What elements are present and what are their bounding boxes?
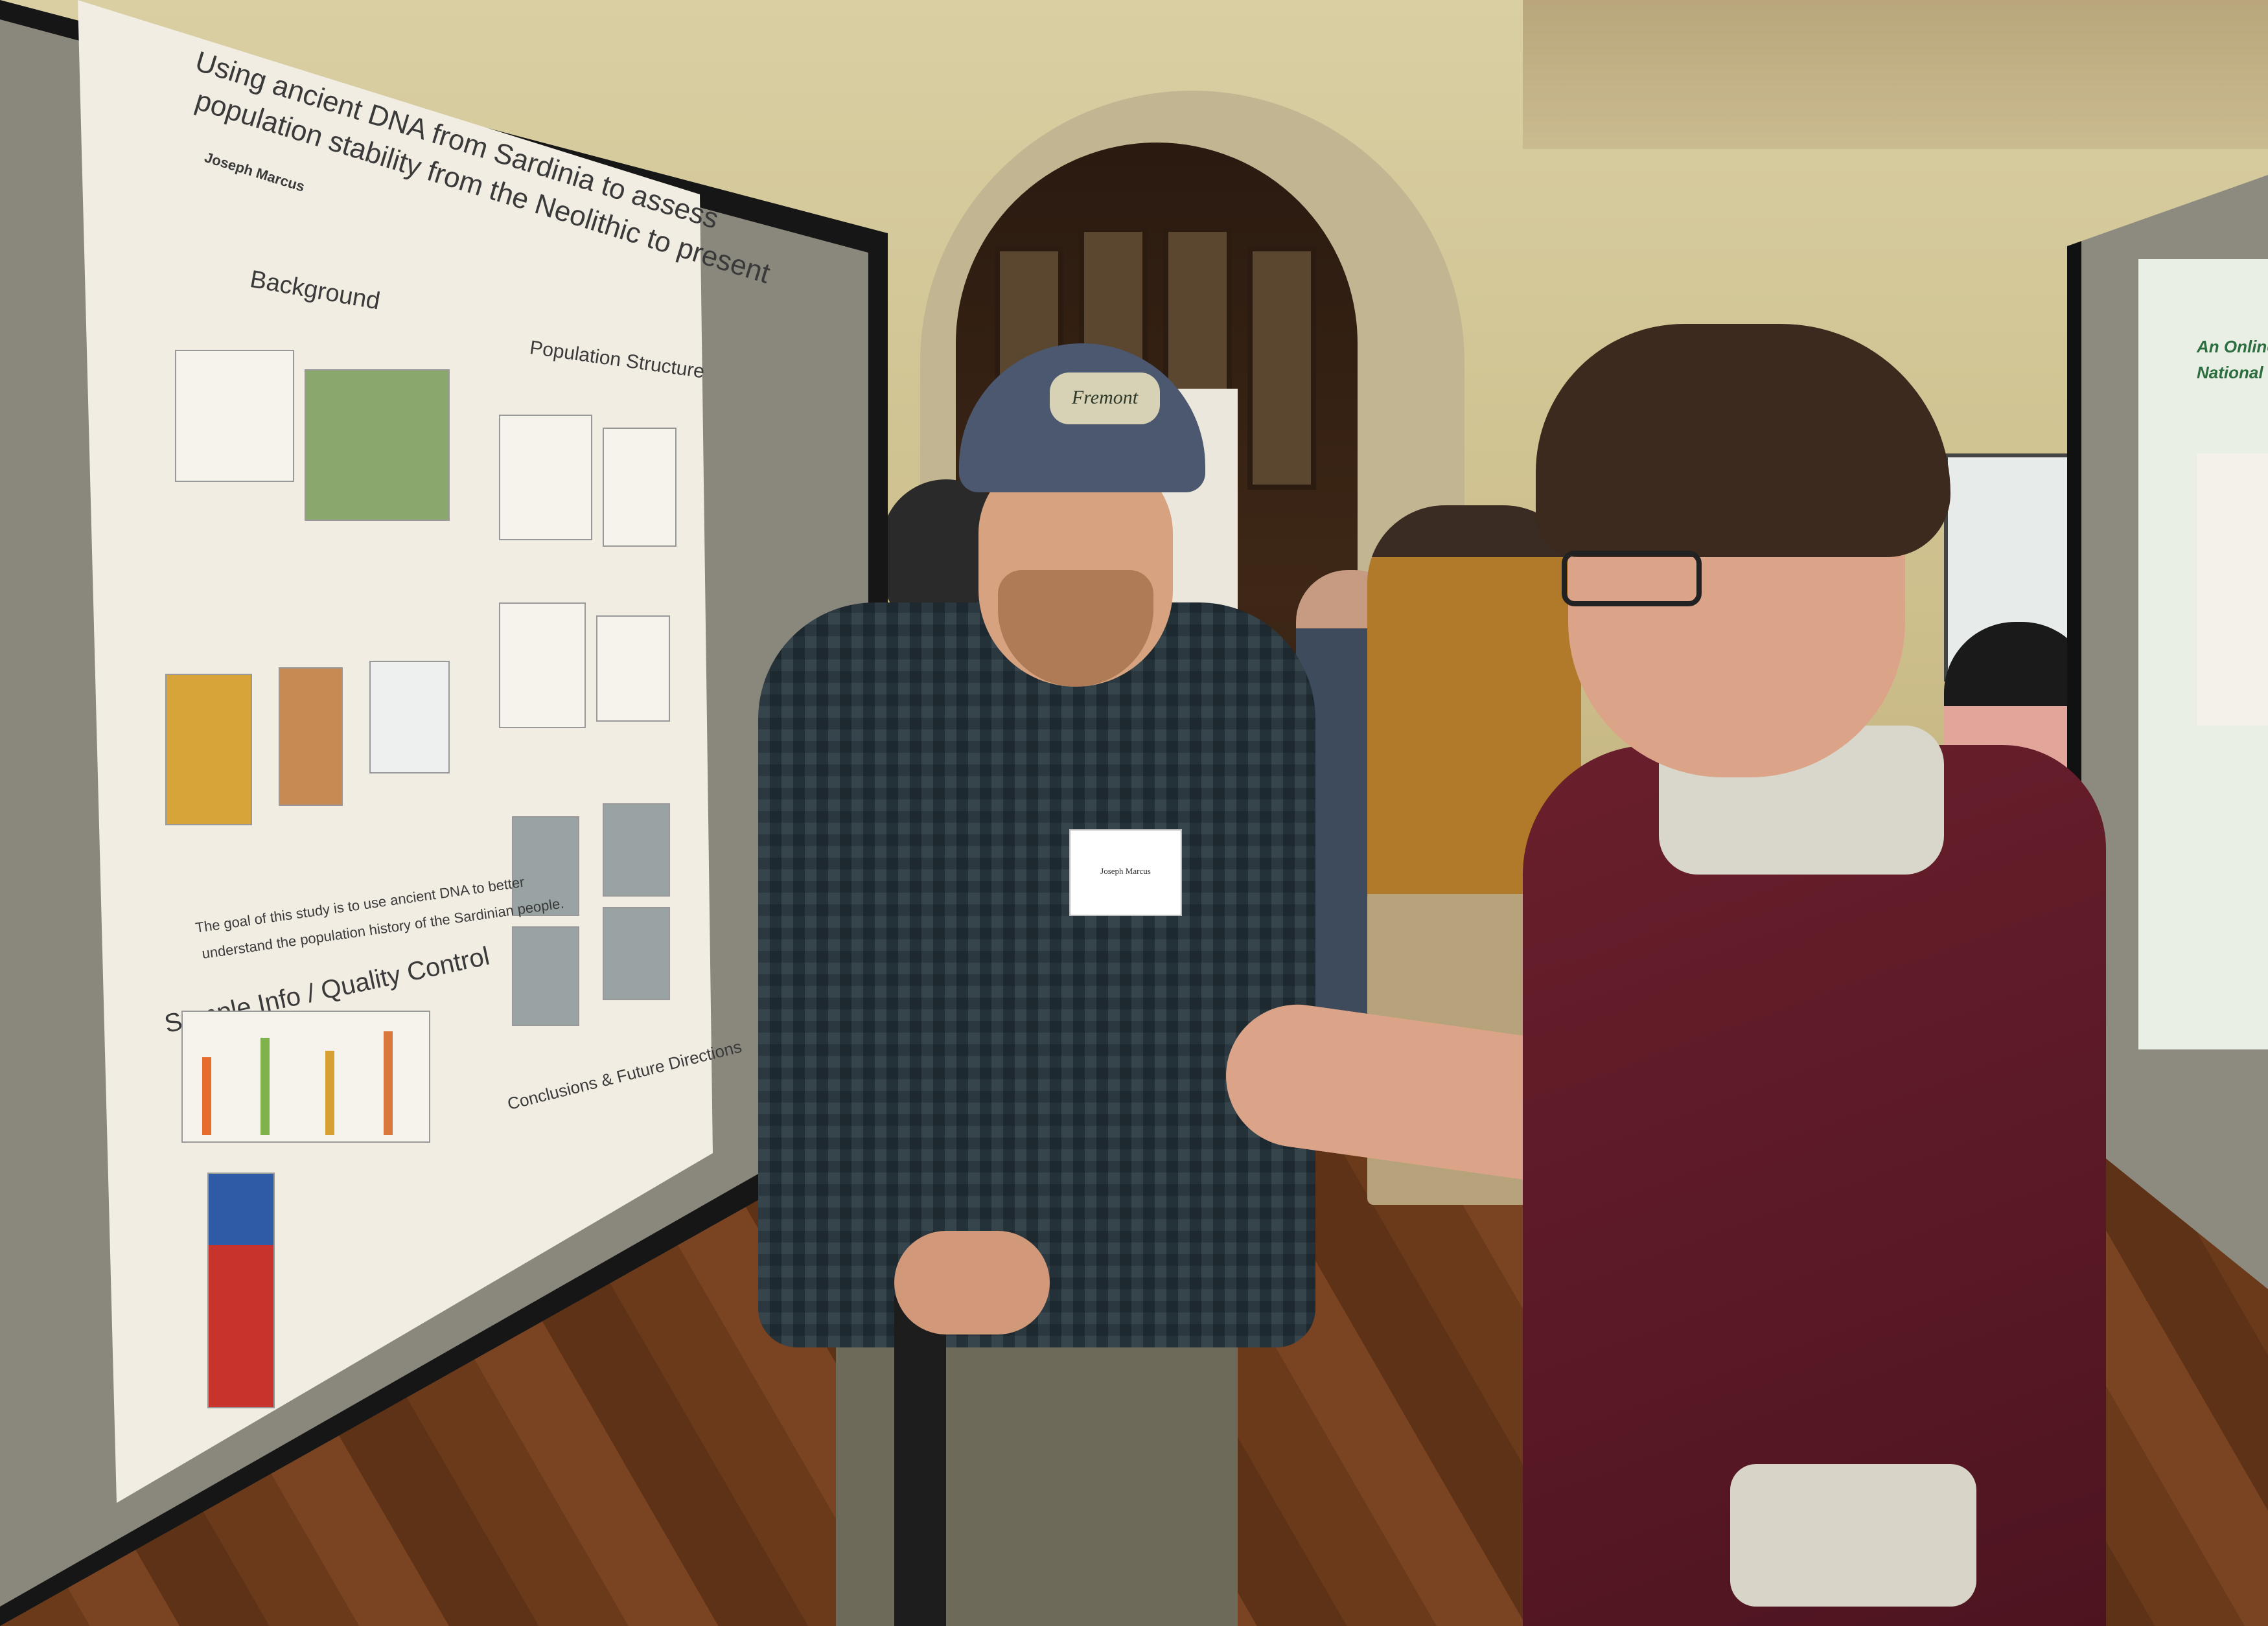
- bar: [260, 1038, 270, 1135]
- coverage-bar-chart: [181, 1011, 430, 1143]
- poster-authors: Joseph Marcus: [202, 149, 307, 195]
- ceiling-molding: [1523, 0, 2268, 149]
- europe-maps-figure: [305, 369, 450, 521]
- walking-cane: [894, 1296, 946, 1626]
- europe-map-small-2: [603, 803, 670, 897]
- section-conclusions: Conclusions & Future Directions: [505, 1036, 744, 1114]
- research-poster-content: Using ancient DNA from Sardinia to asses…: [65, 0, 774, 1503]
- presenter-undershirt-sleeve: [1730, 1464, 1976, 1607]
- pca-plot-sardinia: [499, 602, 586, 728]
- admixture-plot: [207, 1173, 275, 1408]
- sardinia-map-3: [369, 661, 450, 773]
- bar: [384, 1031, 393, 1135]
- europe-map-small-4: [603, 907, 670, 1000]
- gis-poster-title-line1: An Online GIS: [2197, 337, 2268, 356]
- gis-map-figure: [2197, 453, 2268, 726]
- name-tag-text: Joseph Marcus: [1100, 866, 1151, 876]
- bar: [325, 1051, 334, 1135]
- name-tag: Joseph Marcus: [1069, 829, 1182, 916]
- section-population-structure: Population Structure: [528, 337, 706, 383]
- pca-plot-ancient: [499, 415, 592, 540]
- pca-plot-modern: [603, 428, 677, 547]
- sardinia-map-1: [165, 674, 252, 825]
- cap-patch-text: Fremont: [1071, 387, 1139, 408]
- admixture-blue-component: [209, 1174, 273, 1245]
- window-pane: [1247, 246, 1316, 490]
- gis-poster-title-line2: National Park S: [2197, 363, 2268, 382]
- europe-map-small-3: [512, 926, 579, 1026]
- sardinia-map-2: [279, 667, 343, 806]
- bar: [202, 1057, 211, 1135]
- section-background: Background: [248, 266, 382, 315]
- presenter-hair: [1536, 324, 1950, 557]
- poster-title-line1: Using ancient DNA from Sardinia to asses…: [191, 45, 723, 235]
- gis-poster: An Online GIS National Park S: [2138, 259, 2268, 1049]
- pca-plot-sardinia-2: [596, 615, 670, 722]
- europe-pca-plot: [175, 350, 294, 482]
- europe-map-small-1: [512, 816, 579, 916]
- visitor-hands: [894, 1231, 1050, 1334]
- visitor-plaid-shirt: [758, 602, 1315, 1347]
- presenter-glasses: [1562, 551, 1702, 606]
- cap-patch: Fremont: [1050, 372, 1160, 424]
